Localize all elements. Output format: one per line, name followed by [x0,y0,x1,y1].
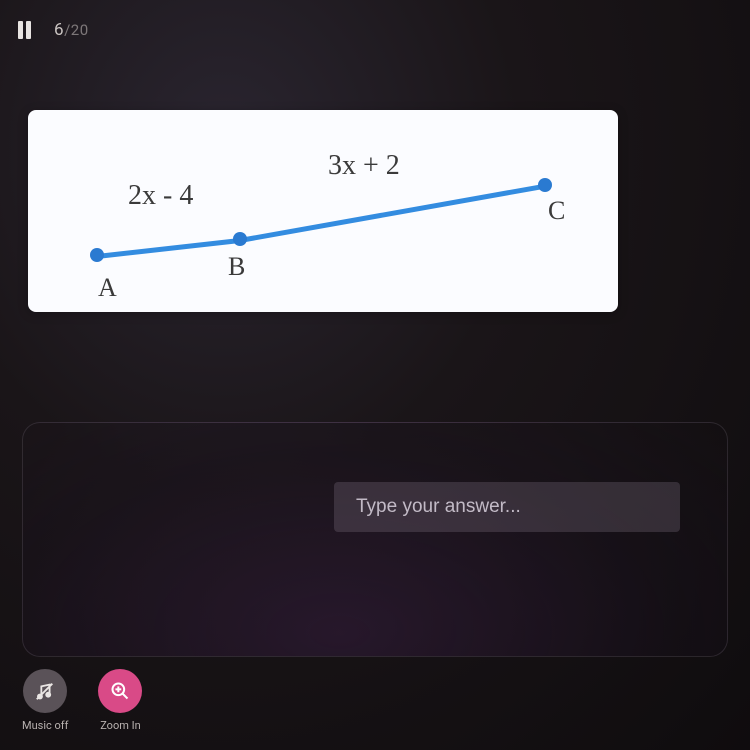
label-c: C [548,196,565,226]
music-off-icon [23,669,67,713]
point-b [233,232,247,246]
segment-bc [240,183,548,243]
line-segment-diagram: A B C 2x - 4 3x + 2 [28,110,618,312]
zoom-in-icon [98,669,142,713]
point-a [90,248,104,262]
segment-ab [97,238,243,259]
label-a: A [98,273,117,303]
current-number: 6 [54,20,64,40]
answer-input[interactable] [334,482,680,532]
question-counter: 6/20 [54,20,89,40]
music-toggle-button[interactable]: Music off [22,669,68,732]
label-b: B [228,252,245,282]
expression-bc: 3x + 2 [328,150,400,182]
question-card: A B C 2x - 4 3x + 2 [28,110,618,312]
zoom-in-button[interactable]: Zoom In [98,669,142,732]
zoom-label: Zoom In [100,719,140,732]
point-c [538,178,552,192]
top-bar: 6/20 [18,20,89,40]
content-panel [22,422,728,657]
pause-icon[interactable] [18,21,32,39]
expression-ab: 2x - 4 [128,180,193,212]
bottom-toolbar: Music off Zoom In [22,669,142,732]
music-label: Music off [22,719,68,732]
